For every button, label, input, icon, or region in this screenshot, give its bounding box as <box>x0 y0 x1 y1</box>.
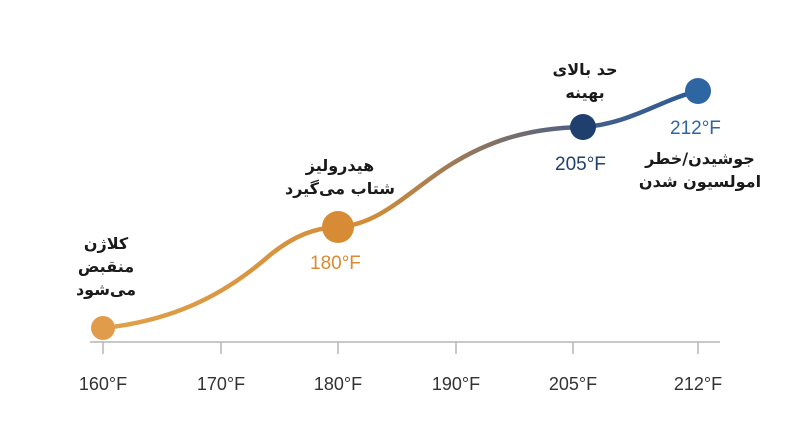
temp-value-212: 212°F <box>670 118 721 139</box>
axis-tick-label: 212°F <box>673 374 723 394</box>
label-optimal-upper-limit: حد بالای بهینه <box>535 58 635 104</box>
label-collagen-shrinks: کلاژن منقبض می‌شود <box>60 232 152 301</box>
axis-tick-label: 160°F <box>78 374 128 394</box>
axis-tick-marks <box>102 342 699 354</box>
temp-value-205: 205°F <box>555 154 606 175</box>
label-line: می‌شود <box>75 280 137 299</box>
point-212-marker <box>685 78 711 104</box>
point-180-marker <box>322 211 354 243</box>
temperature-curve <box>100 88 701 331</box>
axis-tick-label: 170°F <box>196 374 246 394</box>
label-line: کلاژن <box>83 234 129 253</box>
label-line: شتاب می‌گیرد <box>284 179 395 198</box>
label-line: امولسیون شدن <box>638 172 762 191</box>
label-hydrolysis-accelerates: هیدرولیز شتاب می‌گیرد <box>270 154 410 200</box>
label-boiling-emulsion-risk: جوشیدن/خطر امولسیون شدن <box>635 147 765 193</box>
axis-tick-label: 180°F <box>313 374 363 394</box>
point-205-marker <box>570 114 596 140</box>
label-line: بهینه <box>565 83 605 102</box>
label-line: منقبض <box>77 257 135 276</box>
axis-tick-label: 190°F <box>431 374 481 394</box>
point-160-marker <box>91 316 115 340</box>
label-line: هیدرولیز <box>305 156 375 175</box>
label-line: جوشیدن/خطر <box>645 149 755 168</box>
temp-value-180: 180°F <box>310 253 361 274</box>
label-line: حد بالای <box>552 60 618 79</box>
axis-tick-label: 205°F <box>548 374 598 394</box>
